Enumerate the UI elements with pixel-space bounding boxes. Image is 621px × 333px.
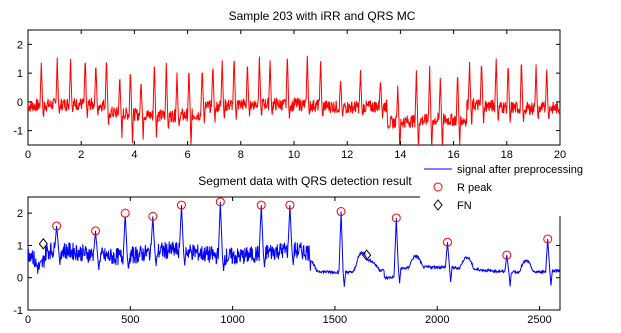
x-tick-label: 12 [341, 149, 353, 161]
r-peak-marker [148, 211, 158, 221]
top-chart-y-ticks: 2 1 0 -1 [13, 39, 560, 138]
bottom-chart-axes [27, 196, 561, 311]
x-tick-label: 20 [554, 149, 566, 161]
top-chart-x-ticks: 0 2 4 6 8 10 12 14 16 18 20 [25, 30, 566, 161]
r-peak-marker [120, 208, 130, 218]
x-tick-label: 500 [121, 314, 139, 326]
top-chart-axes [27, 29, 561, 146]
r-peak-marker [256, 200, 266, 210]
legend-circle-icon [433, 182, 443, 192]
r-peak-marker [391, 213, 401, 223]
x-tick-label: 14 [394, 149, 406, 161]
x-tick-label: 4 [131, 149, 137, 161]
y-tick-label: 0 [17, 97, 23, 109]
bottom-chart-y-ticks: 2 1 0 -1 [13, 208, 560, 317]
x-tick-label: 16 [447, 149, 459, 161]
y-tick-label: 1 [17, 240, 23, 252]
legend-diamond-icon [433, 199, 443, 211]
legend-box [420, 160, 619, 216]
x-tick-label: 2500 [527, 314, 551, 326]
y-tick-label: -1 [13, 126, 23, 138]
x-tick-label: 2000 [425, 314, 449, 326]
y-tick-label: -1 [13, 305, 23, 317]
fn-marker [361, 249, 372, 261]
legend: signal after preprocessing R peak FN [420, 160, 619, 216]
bottom-chart-fn-markers [38, 238, 372, 261]
x-tick-label: 1500 [323, 314, 347, 326]
top-chart-title: Sample 203 with iRR and QRS MC [229, 9, 416, 23]
y-tick-label: 2 [17, 39, 23, 51]
bottom-chart-signal-line [27, 201, 561, 287]
x-tick-label: 18 [501, 149, 513, 161]
r-peak-marker [336, 207, 346, 217]
bottom-chart-x-ticks: 0 500 1000 1500 2000 2500 [25, 197, 552, 326]
x-tick-label: 8 [238, 149, 244, 161]
top-chart-ecg-line [27, 55, 561, 145]
bottom-chart-r-peaks [52, 197, 553, 260]
r-peak-marker [176, 200, 186, 210]
x-tick-label: 1000 [220, 314, 244, 326]
y-tick-label: 2 [17, 208, 23, 220]
y-tick-label: 1 [17, 68, 23, 80]
fn-marker [38, 238, 48, 250]
x-tick-label: 0 [25, 149, 31, 161]
r-peak-marker [215, 197, 225, 207]
legend-label-signal: signal after preprocessing [457, 164, 583, 176]
y-tick-label: 0 [17, 273, 23, 285]
x-tick-label: 6 [185, 149, 191, 161]
r-peak-marker [442, 237, 452, 247]
legend-label-fn: FN [457, 200, 472, 212]
top-chart: Sample 203 with iRR and QRS MC 0 2 4 6 8 10 12… [13, 9, 566, 161]
bottom-chart-title: Segment data with QRS detection result [198, 174, 412, 188]
x-tick-label: 2 [78, 149, 84, 161]
bottom-chart: Segment data with QRS detection result 0… [13, 174, 561, 326]
x-tick-label: 10 [288, 149, 300, 161]
r-peak-marker [91, 226, 101, 236]
r-peak-marker [52, 221, 62, 231]
r-peak-marker [285, 200, 295, 210]
legend-label-r-peak: R peak [457, 182, 492, 194]
x-tick-label: 0 [25, 314, 31, 326]
r-peak-marker [543, 234, 553, 244]
r-peak-marker [502, 250, 512, 260]
